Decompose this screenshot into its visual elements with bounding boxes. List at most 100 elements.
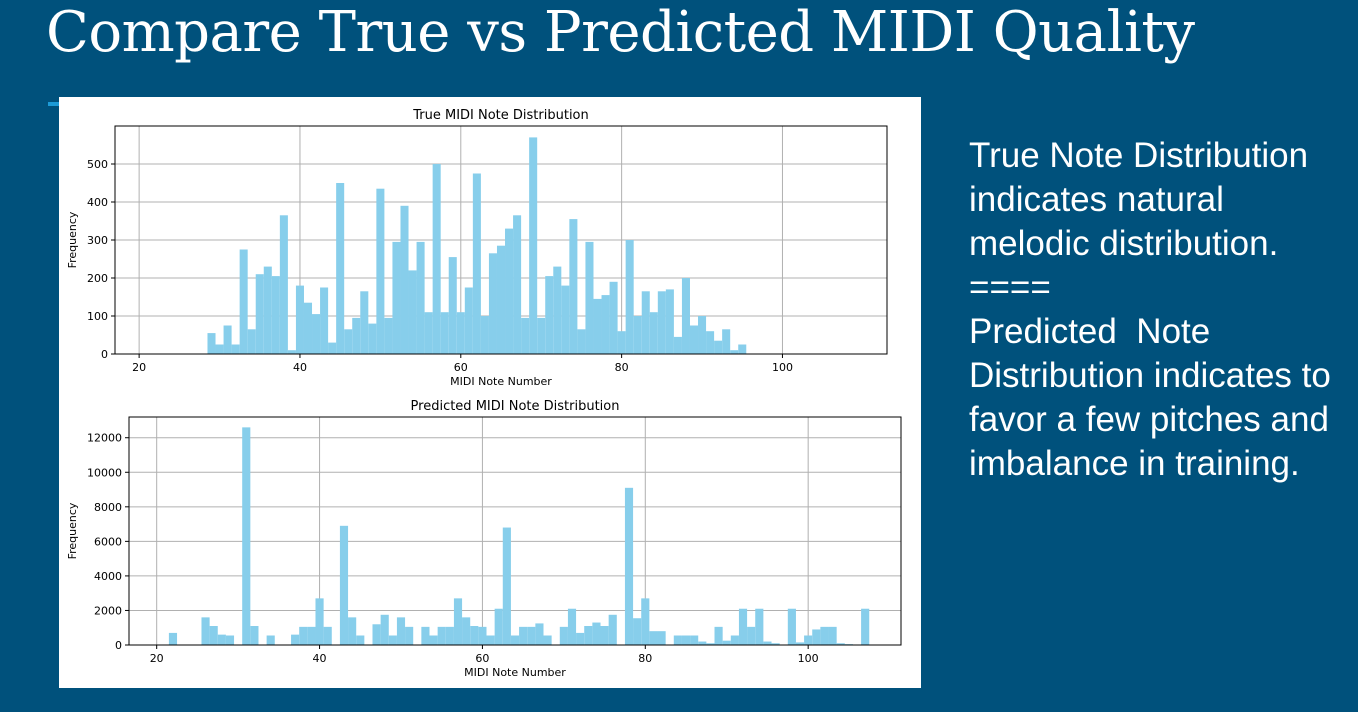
true-histogram-bar <box>698 316 707 354</box>
true-chart-xlabel: MIDI Note Number <box>450 375 552 388</box>
true-histogram-bar <box>368 323 377 354</box>
predicted-histogram-bar <box>470 626 479 645</box>
true-histogram-bar <box>464 287 473 354</box>
true-histogram-bar <box>231 344 240 354</box>
figure-panel: 20 40 60 80 100 0 100 200 300 400 500 True MIDI No… <box>59 97 921 688</box>
true-histogram-bar <box>344 329 353 354</box>
true-histogram-bar <box>376 188 385 354</box>
side-commentary: True Note Distribution indicates natural… <box>969 134 1349 486</box>
predicted-histogram-bar <box>396 617 406 645</box>
true-histogram-bar <box>505 228 514 354</box>
predicted-histogram-bar <box>690 635 699 645</box>
predicted-histogram-bar <box>722 640 731 645</box>
predicted-histogram-bar <box>633 618 642 645</box>
predicted-histogram-bar <box>608 614 617 645</box>
true-histogram-bar <box>593 298 602 354</box>
true-xtick-label: 40 <box>293 361 307 374</box>
predicted-histogram-bar <box>804 635 813 645</box>
predicted-histogram-bar <box>348 617 357 645</box>
true-xtick-label: 80 <box>615 361 629 374</box>
true-histogram-bar <box>303 302 313 354</box>
true-histogram-bar <box>424 312 433 354</box>
predicted-histogram-bar <box>453 598 463 645</box>
true-histogram-bar <box>617 331 626 354</box>
predicted-ytick-label: 12000 <box>87 432 122 445</box>
predicted-histogram-bar <box>836 643 845 645</box>
predicted-ytick-label: 2000 <box>94 604 122 617</box>
predicted-histogram-bar <box>559 626 568 645</box>
true-histogram-bar <box>215 344 224 354</box>
predicted-histogram-bar <box>535 623 544 645</box>
predicted-histogram-bar <box>356 635 365 645</box>
predicted-distribution-chart: 20 40 60 80 100 0 2000 4000 6000 8000 10000 12000 P… <box>66 399 902 679</box>
predicted-histogram-bar <box>527 626 536 645</box>
true-histogram-bar <box>488 253 497 354</box>
predicted-histogram-bar <box>600 626 609 645</box>
true-histogram-bar <box>279 215 288 354</box>
predicted-histogram-bar <box>201 617 210 645</box>
true-histogram-bar <box>432 164 441 354</box>
predicted-histogram-bar <box>820 626 829 645</box>
true-histogram-bar <box>456 312 465 354</box>
true-histogram-bar <box>633 316 642 354</box>
predicted-histogram-bar <box>738 608 748 645</box>
predicted-ytick-label: 4000 <box>94 570 122 583</box>
true-histogram-bar <box>714 340 723 354</box>
predicted-histogram-bar <box>714 626 723 645</box>
true-histogram-bar <box>681 278 690 354</box>
true-histogram-bar <box>336 183 345 354</box>
predicted-histogram-bar <box>795 642 805 645</box>
true-histogram-bar <box>271 276 280 354</box>
predicted-histogram-bar <box>747 626 756 645</box>
true-histogram-bar <box>673 336 682 354</box>
predicted-histogram-bar <box>861 608 870 645</box>
predicted-histogram-bar <box>624 487 634 645</box>
predicted-chart-xlabel: MIDI Note Number <box>464 666 566 679</box>
true-histogram-bar <box>577 329 586 354</box>
predicted-histogram-bar <box>405 626 414 645</box>
true-histogram-bar <box>408 270 417 354</box>
predicted-histogram-bar <box>828 626 837 645</box>
true-histogram-bar <box>384 317 393 354</box>
true-distribution-chart: 20 40 60 80 100 0 100 200 300 400 500 True MIDI No… <box>66 108 888 388</box>
true-histogram-bar <box>641 291 650 354</box>
title-accent-line <box>48 102 64 106</box>
predicted-histogram-bar <box>510 635 520 645</box>
true-histogram-bar <box>625 240 634 354</box>
slide-title: Compare True vs Predicted MIDI Quality <box>46 0 1195 65</box>
predicted-histogram-bar <box>502 527 511 645</box>
true-chart-ticks: 20 40 60 80 100 0 100 200 300 400 500 <box>87 158 793 374</box>
true-xtick-label: 100 <box>772 361 793 374</box>
true-xtick-label: 60 <box>454 361 468 374</box>
predicted-histogram-bar <box>641 598 650 645</box>
true-histogram-bar <box>657 291 666 354</box>
true-ytick-label: 100 <box>87 310 108 323</box>
true-histogram-bar <box>223 325 232 354</box>
predicted-histogram-bar <box>681 635 691 645</box>
predicted-histogram-bar <box>266 635 275 645</box>
predicted-xtick-label: 60 <box>475 652 489 665</box>
true-histogram-bar <box>328 342 337 354</box>
predicted-histogram-bar <box>698 641 707 645</box>
predicted-histogram-bar <box>209 626 218 645</box>
true-xtick-label: 20 <box>132 361 146 374</box>
predicted-xtick-label: 40 <box>313 652 327 665</box>
true-histogram-bar <box>545 276 554 354</box>
true-histogram-bar <box>392 241 401 354</box>
predicted-histogram-bar <box>250 626 259 645</box>
true-histogram-bar <box>312 314 321 354</box>
separator-text: ==== <box>969 268 1051 307</box>
predicted-ytick-label: 8000 <box>94 501 122 514</box>
predicted-histogram-bar <box>323 626 332 645</box>
true-histogram-bar <box>472 173 481 354</box>
true-histogram-bar <box>601 295 610 354</box>
true-histogram-bar <box>585 241 594 354</box>
predicted-xtick-label: 100 <box>798 652 819 665</box>
predicted-histogram-bar <box>706 643 715 645</box>
predicted-histogram-bar <box>380 614 389 645</box>
true-histogram-bar <box>537 317 546 354</box>
predicted-chart-ticks: 20 40 60 80 100 0 2000 4000 6000 8000 10000 12000 <box>87 432 819 665</box>
predicted-histogram-bar <box>388 635 397 645</box>
true-ytick-label: 500 <box>87 158 108 171</box>
